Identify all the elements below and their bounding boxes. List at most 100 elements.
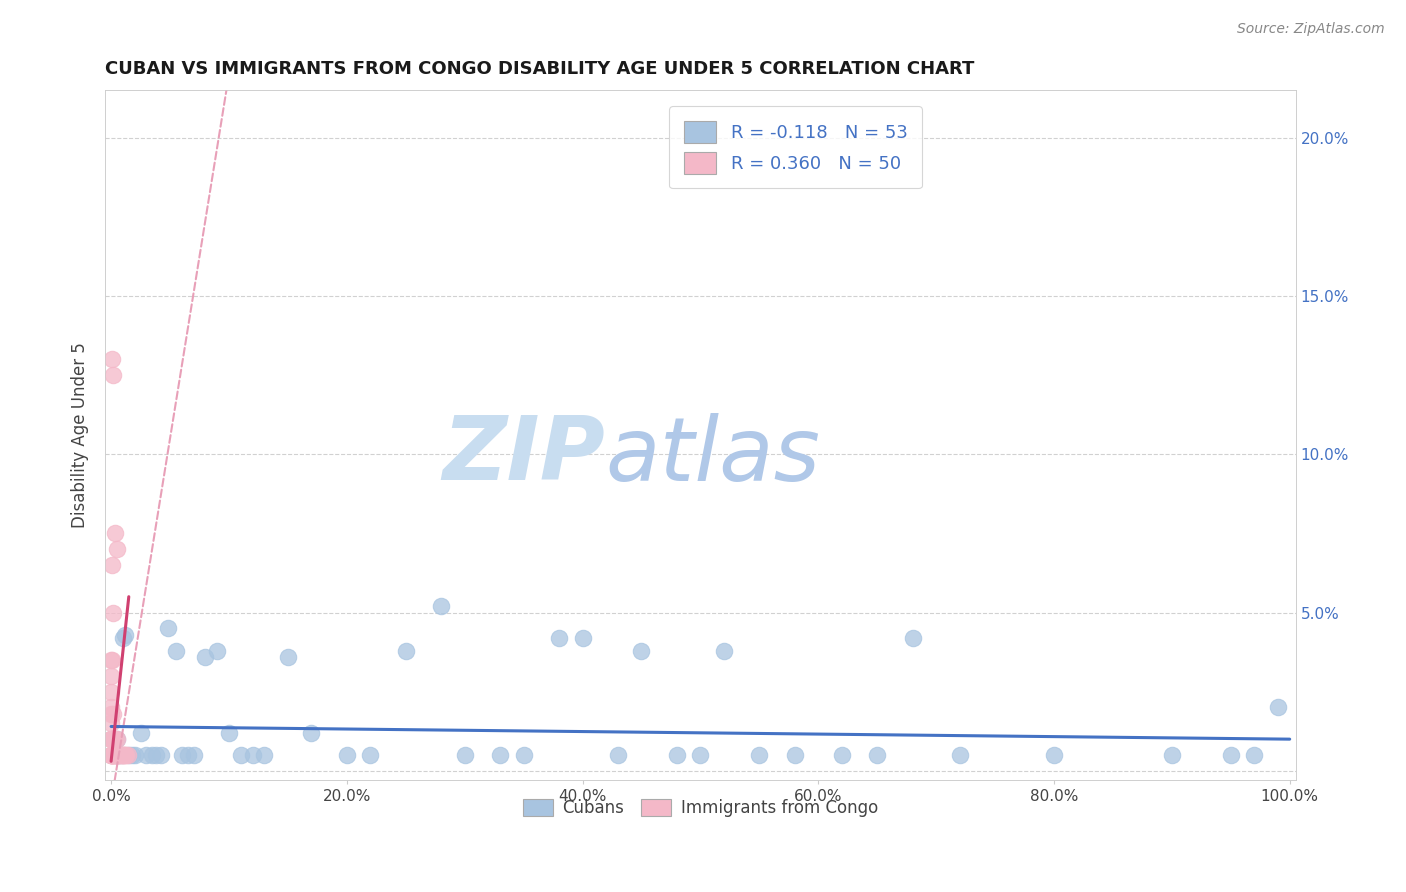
Point: [359, 747, 381, 762]
Point: [713, 643, 735, 657]
Point: [218, 726, 240, 740]
Point: [430, 599, 453, 614]
Point: [110, 747, 132, 762]
Point: [949, 747, 972, 762]
Point: [101, 653, 124, 667]
Point: [101, 732, 124, 747]
Point: [105, 732, 128, 747]
Point: [101, 747, 124, 762]
Point: [101, 747, 124, 762]
Point: [489, 747, 512, 762]
Point: [121, 747, 143, 762]
Point: [1243, 747, 1265, 762]
Point: [107, 747, 129, 762]
Point: [124, 747, 146, 762]
Point: [156, 621, 179, 635]
Point: [1267, 700, 1289, 714]
Legend: Cubans, Immigrants from Congo: Cubans, Immigrants from Congo: [516, 792, 884, 823]
Point: [100, 706, 122, 721]
Point: [111, 631, 134, 645]
Point: [104, 747, 127, 762]
Point: [104, 747, 127, 762]
Point: [100, 747, 122, 762]
Point: [110, 747, 132, 762]
Point: [100, 700, 122, 714]
Point: [336, 747, 359, 762]
Point: [103, 368, 125, 383]
Point: [177, 747, 200, 762]
Point: [689, 747, 711, 762]
Point: [103, 606, 125, 620]
Point: [101, 558, 124, 572]
Point: [100, 716, 122, 731]
Point: [548, 631, 571, 645]
Text: Source: ZipAtlas.com: Source: ZipAtlas.com: [1237, 22, 1385, 37]
Point: [101, 747, 124, 762]
Point: [100, 684, 122, 698]
Point: [100, 747, 122, 762]
Point: [101, 747, 124, 762]
Point: [114, 747, 136, 762]
Point: [866, 747, 889, 762]
Text: atlas: atlas: [605, 413, 820, 499]
Point: [183, 747, 205, 762]
Point: [453, 747, 475, 762]
Point: [1043, 747, 1066, 762]
Point: [141, 747, 163, 762]
Point: [101, 732, 124, 747]
Point: [101, 747, 124, 762]
Point: [111, 747, 134, 762]
Point: [100, 732, 122, 747]
Point: [115, 747, 138, 762]
Point: [901, 631, 924, 645]
Point: [229, 747, 252, 762]
Point: [111, 747, 134, 762]
Point: [100, 732, 122, 747]
Point: [103, 706, 125, 721]
Point: [108, 747, 131, 762]
Text: CUBAN VS IMMIGRANTS FROM CONGO DISABILITY AGE UNDER 5 CORRELATION CHART: CUBAN VS IMMIGRANTS FROM CONGO DISABILIT…: [105, 60, 974, 78]
Point: [107, 747, 129, 762]
Point: [104, 747, 127, 762]
Point: [277, 649, 299, 664]
Point: [242, 747, 264, 762]
Point: [1160, 747, 1182, 762]
Point: [630, 643, 652, 657]
Point: [100, 669, 122, 683]
Point: [571, 631, 593, 645]
Point: [100, 747, 122, 762]
Point: [783, 747, 806, 762]
Point: [145, 747, 167, 762]
Point: [108, 747, 131, 762]
Point: [395, 643, 418, 657]
Point: [170, 747, 193, 762]
Point: [104, 747, 127, 762]
Point: [104, 747, 127, 762]
Point: [129, 726, 152, 740]
Point: [301, 726, 323, 740]
Point: [665, 747, 688, 762]
Point: [101, 352, 124, 367]
Point: [103, 747, 125, 762]
Point: [103, 747, 125, 762]
Point: [135, 747, 157, 762]
Point: [253, 747, 276, 762]
Point: [1219, 747, 1241, 762]
Point: [105, 747, 128, 762]
Point: [112, 747, 135, 762]
Text: ZIP: ZIP: [443, 412, 605, 500]
Point: [104, 526, 127, 541]
Point: [103, 732, 125, 747]
Point: [205, 643, 228, 657]
Point: [100, 732, 122, 747]
Point: [103, 732, 125, 747]
Point: [114, 628, 136, 642]
Point: [105, 542, 128, 557]
Point: [105, 732, 128, 747]
Point: [118, 747, 141, 762]
Point: [107, 747, 129, 762]
Point: [194, 649, 217, 664]
Point: [606, 747, 628, 762]
Point: [748, 747, 770, 762]
Y-axis label: Disability Age Under 5: Disability Age Under 5: [72, 343, 89, 528]
